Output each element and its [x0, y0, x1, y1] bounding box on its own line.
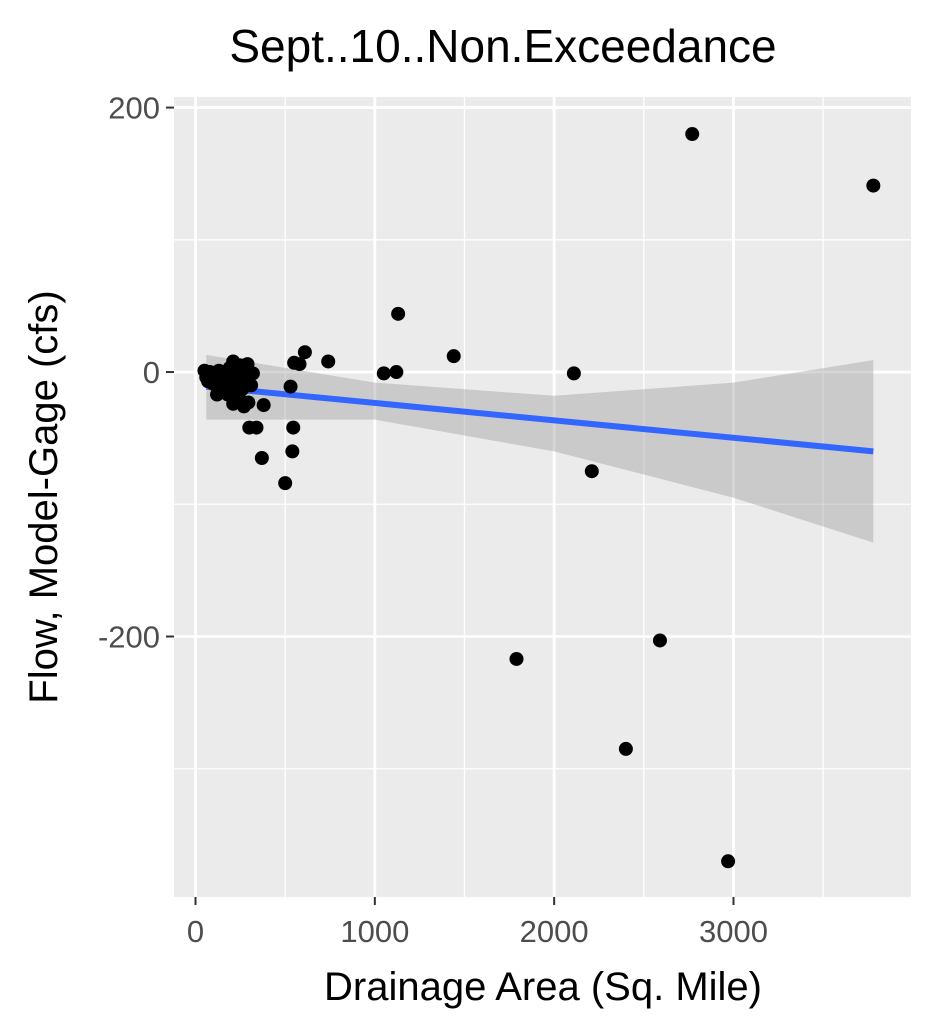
x-tick-label: 2000 — [520, 914, 589, 949]
minor-gridlines — [174, 97, 911, 897]
data-point — [245, 366, 260, 381]
x-tick-label: 3000 — [699, 914, 768, 949]
data-point — [297, 345, 312, 360]
data-point — [389, 365, 404, 380]
data-point — [285, 444, 300, 459]
data-point — [249, 420, 264, 435]
data-point — [244, 378, 259, 393]
x-tick-label: 0 — [187, 914, 204, 949]
data-point — [292, 357, 307, 372]
data-point — [685, 127, 700, 142]
data-point — [278, 476, 293, 491]
data-point — [866, 178, 881, 193]
data-points — [197, 127, 881, 869]
data-point — [721, 854, 736, 869]
data-point — [376, 366, 391, 381]
data-point — [241, 395, 256, 410]
data-point — [584, 464, 599, 479]
data-point — [652, 633, 667, 648]
data-point — [256, 398, 271, 413]
y-tick-label: -200 — [98, 620, 160, 655]
data-point — [566, 366, 581, 381]
plot-panel — [174, 97, 911, 897]
data-point — [446, 349, 461, 364]
data-point — [254, 450, 269, 465]
y-tick-label: 0 — [143, 355, 160, 390]
data-point — [321, 354, 336, 369]
x-axis: 0 1000 2000 3000 — [187, 897, 768, 949]
data-point — [509, 651, 524, 666]
trend-line — [205, 383, 874, 455]
chart-title: Sept..10..Non.Exceedance — [229, 20, 776, 72]
y-tick-label: 200 — [108, 91, 160, 126]
y-axis-title: Flow, Model-Gage (cfs) — [22, 290, 66, 703]
y-axis: 200 0 -200 — [98, 91, 174, 655]
x-axis-title: Drainage Area (Sq. Mile) — [324, 965, 762, 1009]
data-point — [283, 379, 298, 394]
data-point — [618, 741, 633, 756]
data-point — [391, 306, 406, 321]
data-point — [286, 420, 301, 435]
major-gridlines — [174, 97, 911, 897]
x-tick-label: 1000 — [340, 914, 409, 949]
